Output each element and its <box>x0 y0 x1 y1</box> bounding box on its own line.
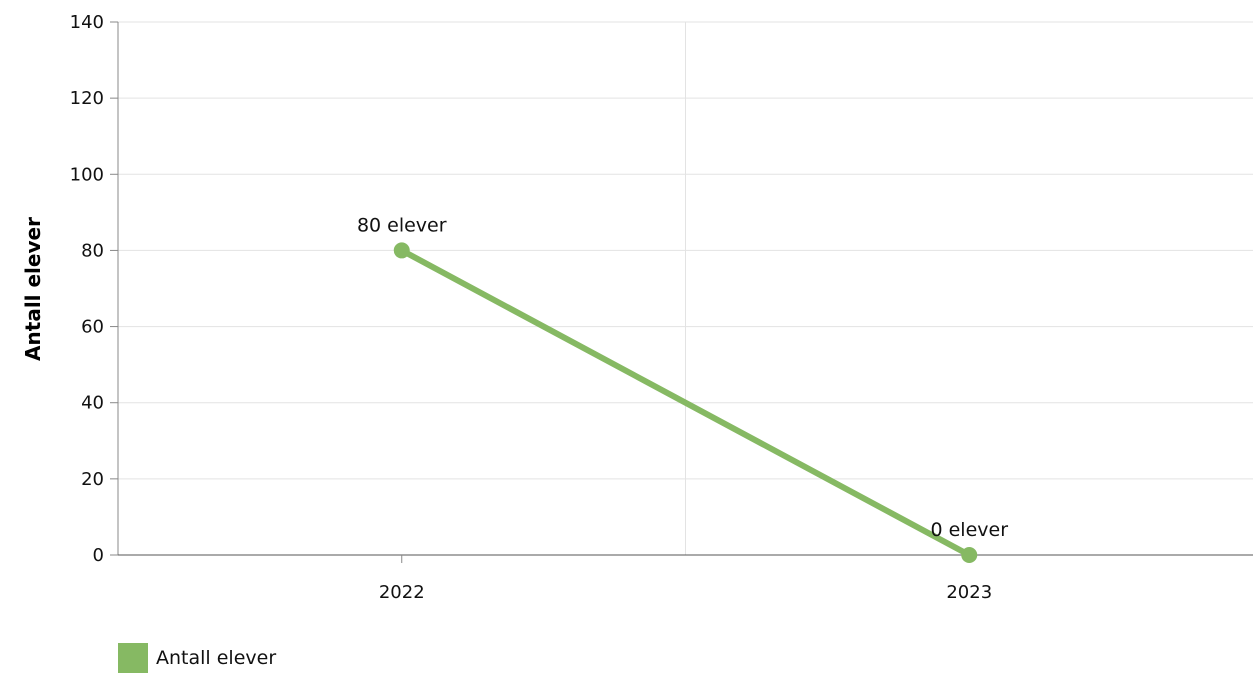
series-line <box>398 247 973 558</box>
y-tick-label: 20 <box>81 469 104 490</box>
data-point[interactable] <box>393 242 410 259</box>
legend-label: Antall elever <box>156 647 277 669</box>
axis-layer: 0 20 40 60 80 100 120 140 2022 2023 <box>70 12 1253 603</box>
y-tick-label: 0 <box>93 545 104 566</box>
label-layer: 80 elever 0 elever <box>357 214 1008 541</box>
y-tick-label: 80 <box>81 240 104 261</box>
y-tick-label: 60 <box>81 317 104 338</box>
legend[interactable]: Antall elever <box>118 643 276 673</box>
y-axis-title: Antall elever <box>21 217 45 361</box>
x-tick-label: 2022 <box>379 582 425 603</box>
grid-layer <box>118 21 1253 555</box>
y-tick-label: 120 <box>70 88 104 109</box>
series-layer <box>393 242 978 563</box>
data-point[interactable] <box>961 547 978 563</box>
legend-swatch <box>118 643 148 673</box>
y-tick-label: 140 <box>70 12 104 33</box>
data-label: 0 elever <box>930 519 1008 541</box>
x-tick-label: 2023 <box>946 582 992 603</box>
data-label: 80 elever <box>357 214 447 236</box>
y-tick-label: 40 <box>81 393 104 414</box>
y-tick-label: 100 <box>70 164 104 185</box>
